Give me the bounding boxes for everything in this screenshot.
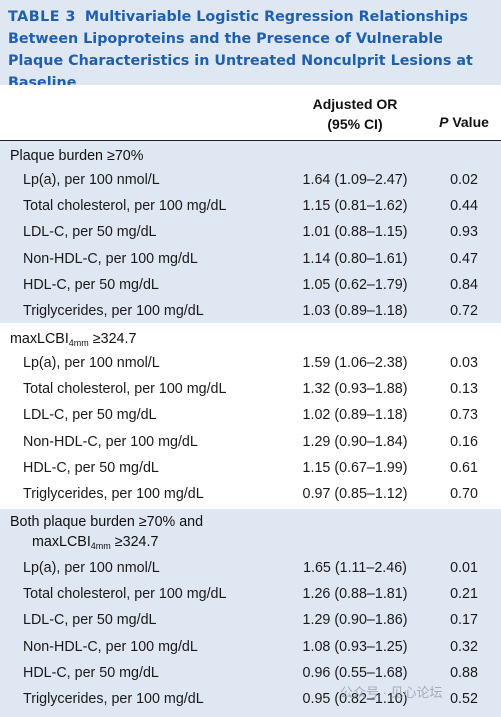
row-label: Total cholesterol, per 100 mg/dL — [23, 381, 227, 398]
column-header-row: Adjusted OR (95% CI) P Value — [0, 85, 501, 141]
group-head-sub: 4mm — [90, 541, 111, 551]
row-label: HDL-C, per 50 mg/dL — [23, 459, 159, 476]
row-label: Non-HDL-C, per 100 mg/dL — [23, 638, 198, 655]
table-row: Triglycerides, per 100 mg/dL 0.95 (0.82–1… — [0, 686, 501, 712]
row-p-value: 0.03 — [450, 355, 478, 371]
group-head-line2: maxLCBI4mm ≥324.7 — [32, 532, 158, 556]
group-head-pre: maxLCBI — [10, 331, 69, 347]
row-label: Triglycerides, per 100 mg/dL — [23, 691, 204, 707]
table-row: HDL-C, per 50 mg/dL 0.96 (0.55–1.68) 0.88 — [0, 660, 501, 686]
row-p-value: 0.17 — [450, 612, 478, 629]
row-adjusted-or: 1.64 (1.09–2.47) — [302, 172, 408, 188]
row-adjusted-or: 0.97 (0.85–1.12) — [302, 486, 408, 502]
row-label: Lp(a), per 100 nmol/L — [23, 560, 160, 576]
row-label: Non-HDL-C, per 100 mg/dL — [23, 433, 198, 450]
watermark: 公众号 · 见心论坛 — [340, 685, 443, 700]
table-row: LDL-C, per 50 mg/dL 1.01 (0.88–1.15) 0.93 — [0, 219, 501, 245]
table-title: TABLE 3 Multivariable Logistic Regressio… — [8, 6, 496, 94]
row-adjusted-or: 0.96 (0.55–1.68) — [302, 664, 408, 681]
row-label: Non-HDL-C, per 100 mg/dL — [23, 250, 198, 267]
group-head-post: ≥324.7 — [88, 331, 137, 347]
row-adjusted-or: 1.03 (0.89–1.18) — [302, 303, 408, 319]
table-row: HDL-C, per 50 mg/dL 1.15 (0.67–1.99) 0.61 — [0, 455, 501, 481]
row-p-value: 0.93 — [450, 224, 478, 241]
row-adjusted-or: 1.65 (1.11–2.46) — [303, 560, 407, 576]
group-head: Plaque burden ≥70% — [10, 148, 144, 164]
table-caption: Multivariable Logistic Regression Relati… — [8, 9, 473, 91]
row-p-value: 0.70 — [450, 486, 478, 502]
row-label: LDL-C, per 50 mg/dL — [23, 407, 157, 424]
table-row: Total cholesterol, per 100 mg/dL 1.32 (0.… — [0, 376, 501, 402]
row-adjusted-or: 1.15 (0.67–1.99) — [302, 459, 408, 476]
row-p-value: 0.88 — [450, 664, 478, 681]
header-p-value: P Value — [430, 114, 498, 130]
row-p-value: 0.52 — [450, 691, 478, 707]
table-row: Lp(a), per 100 nmol/L 1.65 (1.11–2.46) 0.0… — [0, 555, 501, 581]
table-row: Triglycerides, per 100 mg/dL 0.97 (0.85–1… — [0, 481, 501, 507]
row-p-value: 0.32 — [450, 638, 478, 655]
row-label: HDL-C, per 50 mg/dL — [23, 664, 159, 681]
row-p-value: 0.47 — [450, 250, 478, 267]
table-row: Non-HDL-C, per 100 mg/dL 1.29 (0.90–1.84)… — [0, 429, 501, 455]
row-p-value: 0.13 — [450, 381, 478, 398]
row-p-value: 0.61 — [450, 459, 478, 476]
row-p-value: 0.73 — [450, 407, 478, 424]
row-adjusted-or: 1.02 (0.89–1.18) — [302, 407, 408, 424]
row-p-value: 0.02 — [450, 172, 478, 188]
group-head-line1: Both plaque burden ≥70% and — [10, 514, 204, 530]
header-p-italic: P — [439, 114, 449, 130]
group-head: maxLCBI4mm ≥324.7 — [10, 329, 136, 353]
table-row: Non-HDL-C, per 100 mg/dL 1.14 (0.80–1.61)… — [0, 246, 501, 272]
header-adjusted-or: Adjusted OR (95% CI) — [300, 94, 410, 134]
group-both: Both plaque burden ≥70% and maxLCBI4mm ≥… — [0, 509, 501, 717]
row-label: HDL-C, per 50 mg/dL — [23, 276, 159, 293]
row-adjusted-or: 1.05 (0.62–1.79) — [302, 276, 408, 293]
row-adjusted-or: 1.29 (0.90–1.86) — [302, 612, 408, 629]
row-label: Total cholesterol, per 100 mg/dL — [23, 198, 227, 215]
table-row: Total cholesterol, per 100 mg/dL 1.15 (0.… — [0, 193, 501, 219]
table-number: TABLE 3 — [8, 9, 76, 25]
table-row: Non-HDL-C, per 100 mg/dL 1.08 (0.93–1.25)… — [0, 634, 501, 660]
row-p-value: 0.16 — [450, 433, 478, 450]
row-p-value: 0.21 — [450, 586, 478, 603]
row-p-value: 0.44 — [450, 198, 478, 215]
table-row: Total cholesterol, per 100 mg/dL 1.26 (0.… — [0, 581, 501, 607]
row-label: LDL-C, per 50 mg/dL — [23, 224, 157, 241]
header-p-rest: Value — [448, 114, 489, 130]
row-label: LDL-C, per 50 mg/dL — [23, 612, 157, 629]
row-adjusted-or: 1.14 (0.80–1.61) — [302, 250, 408, 267]
row-label: Lp(a), per 100 nmol/L — [23, 355, 160, 371]
group-head-pre: maxLCBI — [32, 534, 91, 550]
group-maxlcbi: maxLCBI4mm ≥324.7 — [0, 323, 501, 509]
row-adjusted-or: 1.08 (0.93–1.25) — [302, 638, 408, 655]
row-p-value: 0.72 — [450, 303, 478, 319]
row-label: Total cholesterol, per 100 mg/dL — [23, 586, 227, 603]
group-plaque-burden: Plaque burden ≥70% — [0, 141, 501, 323]
table-row: Lp(a), per 100 nmol/L 1.59 (1.06–2.38) 0.0… — [0, 350, 501, 376]
row-adjusted-or: 1.29 (0.90–1.84) — [302, 433, 408, 450]
row-label: Triglycerides, per 100 mg/dL — [23, 486, 204, 502]
row-adjusted-or: 1.59 (1.06–2.38) — [302, 355, 408, 371]
row-adjusted-or: 1.01 (0.88–1.15) — [302, 224, 408, 241]
row-label: Triglycerides, per 100 mg/dL — [23, 303, 204, 319]
row-adjusted-or: 1.15 (0.81–1.62) — [302, 198, 408, 215]
table-row: Lp(a), per 100 nmol/L 1.64 (1.09–2.47) 0.0… — [0, 167, 501, 193]
group-head-sub: 4mm — [68, 338, 89, 348]
row-p-value: 0.01 — [450, 560, 478, 576]
row-label: Lp(a), per 100 nmol/L — [23, 172, 160, 188]
header-or-line1: Adjusted OR — [312, 96, 398, 112]
row-adjusted-or: 1.26 (0.88–1.81) — [302, 586, 408, 603]
table-title-block: TABLE 3 Multivariable Logistic Regressio… — [0, 0, 501, 91]
table-row: LDL-C, per 50 mg/dL 1.29 (0.90–1.86) 0.17 — [0, 607, 501, 633]
group-head-post: ≥324.7 — [110, 534, 159, 550]
table-row: Triglycerides, per 100 mg/dL 1.03 (0.89–1… — [0, 298, 501, 324]
row-adjusted-or: 1.32 (0.93–1.88) — [302, 381, 408, 398]
table-row: LDL-C, per 50 mg/dL 1.02 (0.89–1.18) 0.73 — [0, 402, 501, 428]
table-row: HDL-C, per 50 mg/dL 1.05 (0.62–1.79) 0.84 — [0, 272, 501, 298]
row-adjusted-or: 0.95 (0.82–1.10) — [302, 691, 408, 707]
row-p-value: 0.84 — [450, 276, 478, 293]
header-or-line2: (95% CI) — [327, 116, 383, 132]
